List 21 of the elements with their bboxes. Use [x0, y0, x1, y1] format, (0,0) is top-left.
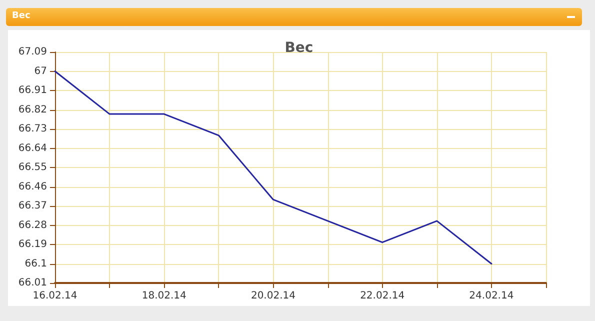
x-tick-label: 16.02.14 [32, 290, 78, 302]
y-tick-label: 67.09 [18, 46, 47, 58]
x-tick-label: 20.02.14 [250, 290, 296, 302]
y-tick-label: 66.91 [18, 85, 47, 96]
y-tick-label: 66.1 [24, 258, 47, 270]
x-tick-label: 24.02.14 [469, 290, 514, 302]
x-tick-label: 22.02.14 [360, 290, 405, 302]
y-tick-label: 66.01 [18, 278, 47, 288]
y-tick-label: 66.19 [18, 239, 47, 250]
text: Вес [12, 11, 30, 21]
y-tick-label: 66.37 [18, 200, 47, 212]
line-series [54, 70, 492, 264]
y-tick-label: 66.55 [18, 162, 47, 173]
y-tick-label: 66.82 [18, 104, 47, 116]
x-tick-label: 18.02.14 [142, 290, 186, 302]
y-tick-label: 66.46 [18, 181, 47, 192]
chart-title: Вес [284, 40, 314, 56]
y-tick-label: 66.64 [18, 142, 47, 154]
y-tick-label: 67 [34, 66, 47, 77]
y-tick-label: 66.28 [18, 220, 47, 231]
y-tick-label: 66.73 [18, 124, 47, 134]
